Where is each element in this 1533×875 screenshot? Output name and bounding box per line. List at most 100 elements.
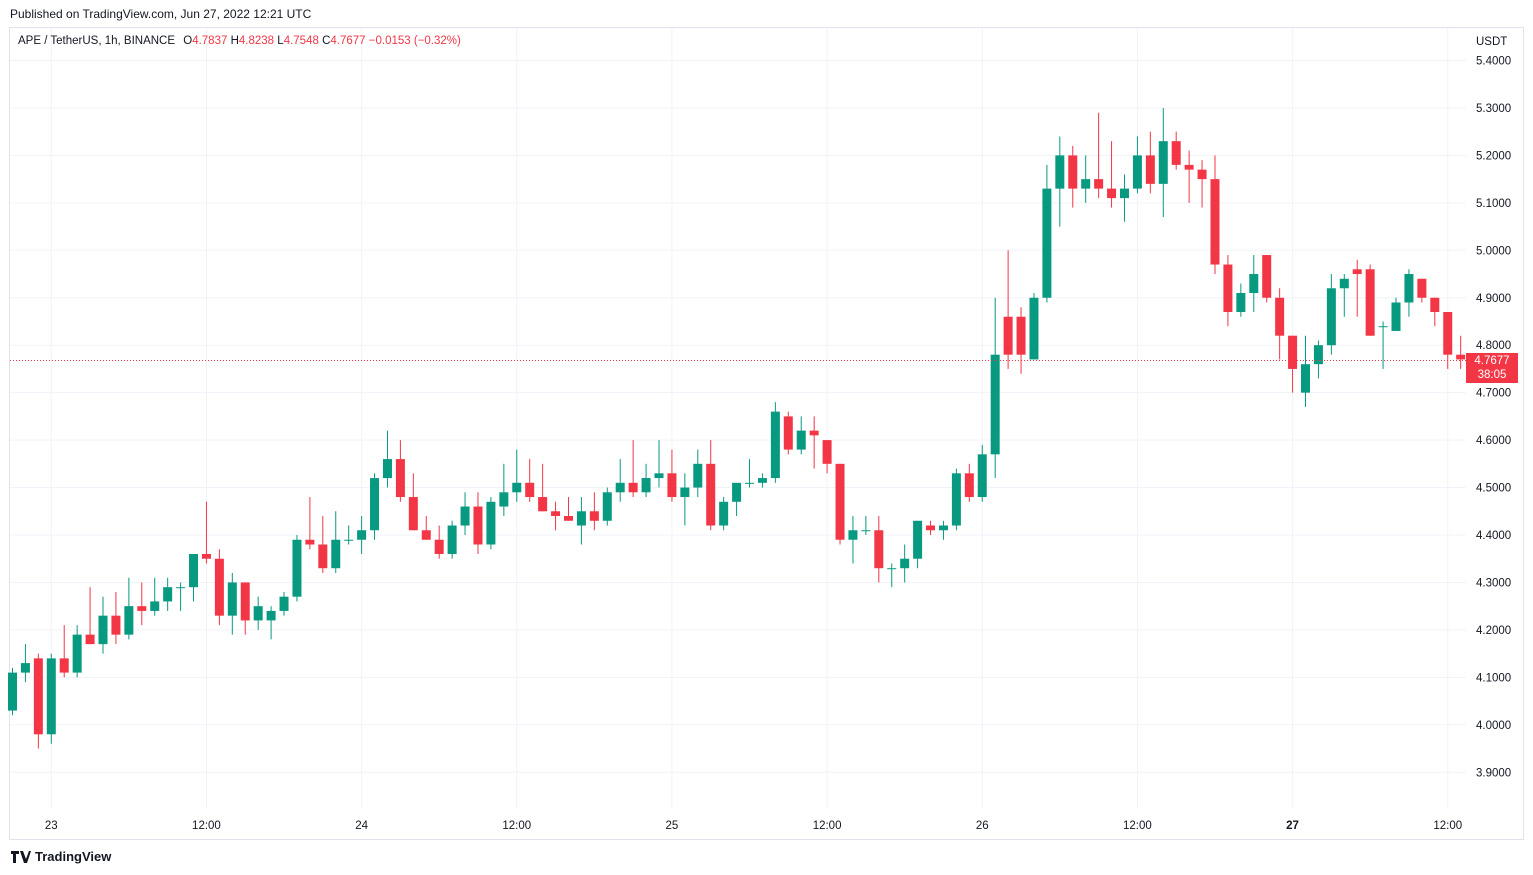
candle[interactable]	[1249, 255, 1259, 312]
candle[interactable]	[1326, 274, 1336, 355]
candle[interactable]	[59, 625, 69, 678]
candle[interactable]	[499, 463, 509, 517]
candle[interactable]	[292, 535, 302, 602]
candle[interactable]	[926, 520, 936, 535]
candle[interactable]	[1339, 274, 1349, 317]
candle[interactable]	[641, 463, 651, 498]
candle[interactable]	[124, 577, 134, 640]
candle[interactable]	[344, 525, 354, 545]
candle[interactable]	[1391, 297, 1401, 331]
candle[interactable]	[46, 653, 56, 744]
candle[interactable]	[460, 492, 470, 535]
candle[interactable]	[98, 596, 108, 654]
candle[interactable]	[538, 463, 548, 512]
candle[interactable]	[1055, 136, 1065, 227]
candle[interactable]	[1313, 340, 1323, 379]
candle[interactable]	[874, 516, 884, 583]
candle[interactable]	[214, 549, 224, 626]
candle[interactable]	[1417, 278, 1427, 303]
footer-brand[interactable]: TradingView	[11, 849, 111, 864]
candle[interactable]	[1365, 264, 1375, 336]
candle[interactable]	[589, 492, 599, 531]
candle[interactable]	[1171, 131, 1181, 170]
candle[interactable]	[305, 497, 315, 550]
candle[interactable]	[913, 520, 923, 569]
candle[interactable]	[809, 416, 819, 469]
candle[interactable]	[861, 516, 871, 535]
candle[interactable]	[512, 449, 522, 502]
candle[interactable]	[525, 459, 535, 502]
candle[interactable]	[163, 577, 173, 611]
candle[interactable]	[176, 582, 186, 611]
candle[interactable]	[745, 459, 755, 488]
candle[interactable]	[900, 544, 910, 583]
candle[interactable]	[201, 501, 211, 564]
candle[interactable]	[964, 463, 974, 502]
candle[interactable]	[434, 525, 444, 559]
candle[interactable]	[473, 492, 483, 554]
candle[interactable]	[770, 402, 780, 483]
candle[interactable]	[1184, 150, 1194, 203]
candle[interactable]	[1262, 255, 1272, 303]
candle[interactable]	[1223, 255, 1233, 327]
candle[interactable]	[1107, 141, 1117, 208]
symbol-label[interactable]: APE / TetherUS, 1h, BINANCE	[18, 35, 176, 47]
candle[interactable]	[796, 416, 806, 455]
candle[interactable]	[719, 497, 729, 531]
candle[interactable]	[1145, 131, 1155, 194]
candle[interactable]	[20, 644, 30, 683]
candle[interactable]	[227, 572, 237, 635]
candle[interactable]	[421, 516, 431, 540]
candle[interactable]	[279, 591, 289, 616]
candle[interactable]	[72, 625, 82, 678]
candle[interactable]	[628, 440, 638, 498]
candle[interactable]	[1301, 335, 1310, 407]
candle[interactable]	[1352, 259, 1362, 317]
candle[interactable]	[1236, 283, 1246, 317]
candle[interactable]	[693, 449, 703, 498]
candle[interactable]	[783, 411, 793, 455]
candle[interactable]	[615, 459, 625, 502]
candle[interactable]	[667, 449, 677, 502]
candle[interactable]	[1456, 335, 1466, 369]
candle[interactable]	[253, 596, 263, 630]
candle[interactable]	[1003, 250, 1013, 369]
candle[interactable]	[1197, 160, 1207, 208]
candle[interactable]	[150, 577, 160, 616]
candle[interactable]	[1210, 155, 1220, 275]
candle[interactable]	[990, 297, 1000, 479]
candle[interactable]	[563, 497, 573, 521]
candle[interactable]	[977, 444, 987, 502]
candle[interactable]	[318, 516, 328, 573]
candle[interactable]	[189, 553, 199, 602]
candle[interactable]	[1132, 136, 1142, 194]
candle[interactable]	[240, 582, 250, 635]
candle[interactable]	[1404, 269, 1414, 317]
candle[interactable]	[395, 440, 405, 502]
candle[interactable]	[1081, 155, 1091, 203]
candle[interactable]	[408, 473, 418, 531]
candle[interactable]	[266, 606, 276, 640]
candle[interactable]	[447, 520, 457, 559]
candle[interactable]	[111, 591, 121, 645]
candle[interactable]	[486, 497, 496, 550]
candle[interactable]	[1443, 311, 1453, 369]
candle[interactable]	[654, 440, 664, 488]
candle[interactable]	[1275, 288, 1285, 360]
candle[interactable]	[951, 468, 961, 531]
candle[interactable]	[551, 501, 561, 531]
candle[interactable]	[822, 440, 832, 474]
candle[interactable]	[835, 463, 845, 545]
candle[interactable]	[887, 563, 897, 588]
candle[interactable]	[382, 430, 392, 488]
candle[interactable]	[848, 516, 858, 564]
candle[interactable]	[757, 473, 767, 488]
candle[interactable]	[1378, 321, 1388, 369]
candle[interactable]	[1094, 112, 1104, 199]
candle[interactable]	[85, 587, 95, 645]
candle[interactable]	[732, 482, 742, 517]
candle[interactable]	[1016, 307, 1026, 374]
candle[interactable]	[33, 653, 43, 749]
candle[interactable]	[8, 667, 17, 716]
